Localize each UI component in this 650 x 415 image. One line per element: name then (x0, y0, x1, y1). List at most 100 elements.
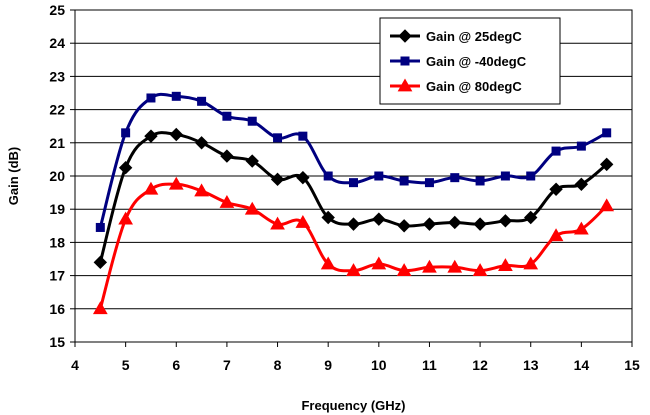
x-tick-label: 11 (422, 357, 437, 373)
data-point (169, 127, 183, 142)
series-line-2 (98, 92, 609, 229)
series-markers (92, 91, 615, 315)
x-tick-label: 12 (472, 357, 488, 373)
data-point (548, 228, 564, 242)
x-tick-label: 8 (274, 357, 282, 373)
y-tick-label: 24 (49, 35, 65, 51)
plot-area-frame (74, 9, 633, 343)
x-tick-label: 6 (172, 357, 180, 373)
data-point (397, 219, 411, 233)
data-point (270, 172, 285, 187)
data-point (143, 181, 159, 195)
legend-label: Gain @ -40degC (426, 54, 527, 69)
x-tick-label: 13 (523, 357, 539, 373)
series-2-markers (95, 91, 612, 232)
data-point (371, 256, 387, 270)
data-point (346, 263, 361, 276)
y-axis-title: Gain (dB) (6, 147, 21, 206)
y-tick-label: 22 (49, 102, 65, 118)
data-point (320, 256, 336, 270)
data-point (448, 215, 462, 230)
data-point (222, 111, 232, 121)
data-point (270, 216, 285, 230)
data-point (472, 263, 488, 276)
data-point (473, 217, 487, 231)
series-1-markers (93, 127, 614, 270)
data-point (92, 301, 108, 315)
data-point (220, 149, 234, 163)
data-point (396, 263, 412, 276)
x-tick-label: 10 (371, 357, 387, 373)
y-axis-tick-labels: 15 16 17 18 19 20 21 22 23 24 25 (49, 2, 65, 350)
data-point (422, 217, 437, 231)
x-tick-label: 9 (324, 357, 332, 373)
data-point (197, 96, 207, 106)
data-point (323, 171, 333, 181)
data-point (118, 160, 133, 175)
legend-swatch-marker (398, 29, 412, 43)
data-point (500, 171, 510, 181)
y-tick-label: 21 (49, 135, 65, 151)
x-axis-tick-labels: 4 5 6 7 8 9 10 11 12 13 14 15 (71, 357, 640, 373)
data-point (244, 201, 260, 215)
legend-swatch-marker (400, 56, 410, 66)
data-point (118, 211, 133, 225)
y-tick-label: 17 (49, 268, 65, 284)
data-point (171, 91, 181, 101)
y-tick-label: 23 (49, 68, 65, 84)
data-point (298, 131, 308, 141)
data-point (296, 170, 310, 185)
data-point (498, 258, 513, 272)
data-point (121, 128, 131, 138)
data-point (194, 136, 209, 150)
data-point (144, 129, 158, 143)
data-point (219, 195, 235, 208)
data-point (475, 176, 485, 186)
data-point (576, 141, 586, 151)
data-point (399, 176, 409, 186)
data-point (498, 214, 513, 228)
x-tick-label: 14 (574, 357, 590, 373)
y-tick-label: 15 (49, 334, 65, 350)
data-point (447, 259, 463, 273)
data-point (194, 183, 209, 197)
x-axis-title: Frequency (GHz) (301, 398, 405, 413)
data-point (372, 212, 386, 226)
data-point (574, 177, 589, 192)
data-point (168, 176, 184, 190)
series-3-markers (92, 176, 615, 315)
y-tick-label: 18 (49, 234, 65, 250)
data-point (422, 259, 437, 273)
x-tick-label: 15 (624, 357, 640, 373)
legend-label: Gain @ 25degC (426, 29, 522, 44)
data-point (551, 146, 561, 156)
legend-swatch-marker (397, 78, 413, 92)
data-point (346, 217, 361, 231)
x-tick-label: 7 (223, 357, 231, 373)
series-line-3 (98, 182, 609, 311)
data-point (93, 255, 108, 270)
data-point (526, 171, 536, 181)
data-point (295, 214, 311, 228)
y-tick-label: 16 (49, 301, 65, 317)
y-tick-label: 19 (49, 201, 65, 217)
data-point (599, 157, 614, 172)
legend: Gain @ 25degC Gain @ -40degC Gain @ 80degC (379, 17, 561, 105)
data-point (602, 128, 612, 138)
data-point (245, 154, 259, 168)
data-point (95, 222, 105, 232)
data-point (146, 93, 156, 103)
data-point (549, 182, 563, 196)
data-point (599, 198, 615, 212)
x-tick-label: 4 (71, 357, 79, 373)
data-point (247, 116, 257, 126)
data-point (273, 133, 283, 143)
series-lines (98, 92, 609, 311)
x-tick-label: 5 (122, 357, 130, 373)
data-point (321, 210, 335, 225)
y-tick-label: 25 (49, 2, 65, 18)
data-point (524, 210, 538, 225)
data-point (574, 221, 589, 235)
